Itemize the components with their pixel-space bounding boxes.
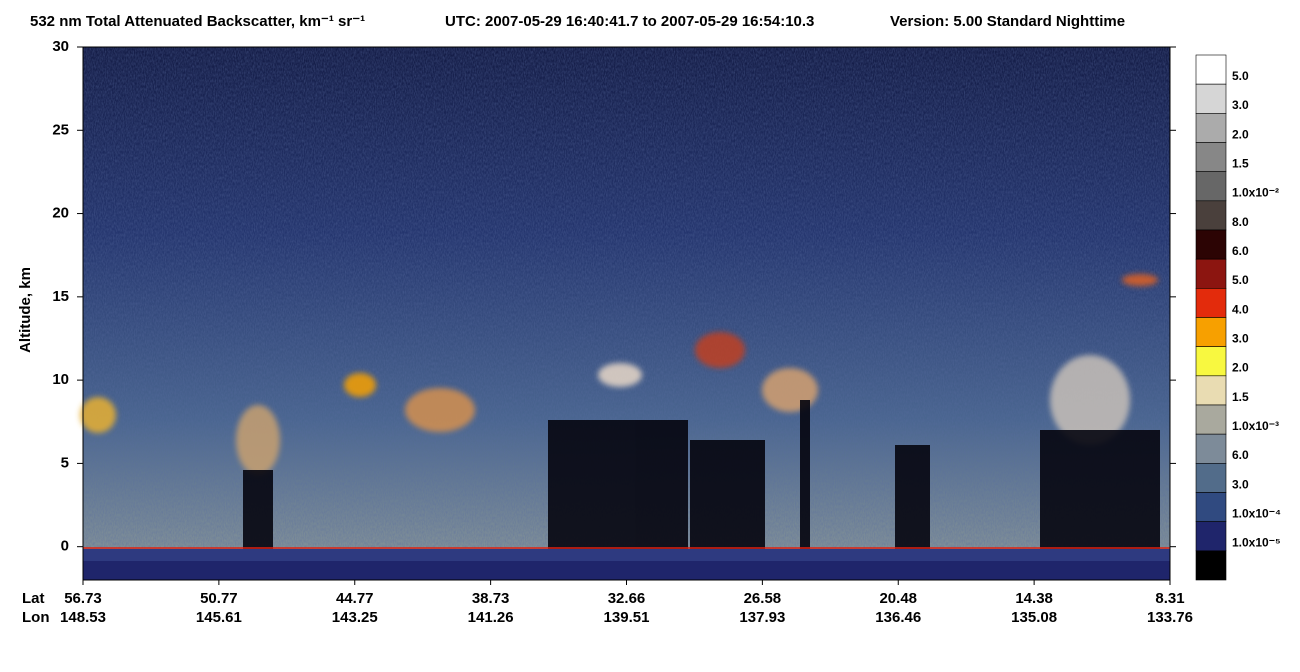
lon-tick-label: 136.46 <box>875 609 921 626</box>
y-tick-label: 20 <box>52 205 69 222</box>
colorbar-swatch <box>1195 288 1227 318</box>
lon-tick-label: 133.76 <box>1147 609 1193 626</box>
colorbar-label: 3.0 <box>1232 98 1249 112</box>
colorbar-label: 5.0 <box>1232 273 1249 287</box>
colorbar-label: 5.0 <box>1232 69 1249 83</box>
colorbar-swatch <box>1195 200 1227 231</box>
lat-tick-label: 50.77 <box>200 590 238 607</box>
lon-tick-label: 135.08 <box>1011 609 1057 626</box>
curtain-image <box>80 46 1171 581</box>
colorbar-label: 3.0 <box>1232 477 1249 491</box>
lat-tick-label: 26.58 <box>744 590 782 607</box>
colorbar-swatch <box>1195 258 1227 289</box>
time-range: UTC: 2007-05-29 16:40:41.7 to 2007-05-29… <box>445 13 814 30</box>
colorbar-label: 1.5 <box>1232 157 1249 171</box>
lon-tick-label: 139.51 <box>604 609 650 626</box>
lat-label: Lat <box>22 590 45 607</box>
lat-tick-label: 44.77 <box>336 590 374 607</box>
y-tick-label: 25 <box>52 121 69 138</box>
y-tick-label: 0 <box>61 538 69 555</box>
colorbar-swatch <box>1195 171 1227 202</box>
colorbar-swatch <box>1195 492 1227 522</box>
colorbar-swatch <box>1195 550 1227 581</box>
lon-tick-label: 148.53 <box>60 609 106 626</box>
colorbar-swatch <box>1195 433 1227 464</box>
colorbar-swatch <box>1195 463 1227 493</box>
y-axis-label: Altitude, km <box>17 267 34 353</box>
lat-tick-label: 32.66 <box>608 590 646 607</box>
lon-tick-label: 141.26 <box>468 609 514 626</box>
colorbar-swatch <box>1195 54 1227 85</box>
lon-tick-label: 145.61 <box>196 609 242 626</box>
colorbar-label: 1.5 <box>1232 390 1249 404</box>
y-tick-label: 10 <box>52 371 69 388</box>
colorbar-label: 1.0x10⁻⁵ <box>1232 536 1281 550</box>
colorbar-swatch <box>1195 113 1227 143</box>
colorbar-swatch <box>1195 317 1227 347</box>
lat-tick-label: 20.48 <box>879 590 917 607</box>
lon-label: Lon <box>22 609 50 626</box>
colorbar-swatch <box>1195 375 1227 406</box>
colorbar-swatch <box>1195 404 1227 435</box>
lat-tick-label: 56.73 <box>64 590 102 607</box>
lat-tick-label: 38.73 <box>472 590 510 607</box>
colorbar-label: 6.0 <box>1232 448 1249 462</box>
colorbar-label: 4.0 <box>1232 302 1249 316</box>
colorbar-swatch <box>1195 229 1227 260</box>
colorbar-swatch <box>1195 346 1227 377</box>
colorbar-label: 1.0x10⁻⁴ <box>1232 507 1281 521</box>
colorbar-swatch <box>1195 521 1227 552</box>
colorbar-label: 1.0x10⁻³ <box>1232 419 1279 433</box>
colorbar-swatch <box>1195 83 1227 114</box>
y-tick-label: 30 <box>52 38 69 55</box>
colorbar-label: 8.0 <box>1232 215 1249 229</box>
version: Version: 5.00 Standard Nighttime <box>890 13 1125 30</box>
lat-tick-label: 8.31 <box>1155 590 1184 607</box>
colorbar-label: 6.0 <box>1232 244 1249 258</box>
colorbar-label: 3.0 <box>1232 332 1249 346</box>
chart-title: 532 nm Total Attenuated Backscatter, km⁻… <box>30 13 365 30</box>
colorbar-swatch <box>1195 142 1227 172</box>
y-tick-label: 15 <box>52 288 69 305</box>
lon-tick-label: 143.25 <box>332 609 378 626</box>
colorbar-label: 2.0 <box>1232 361 1249 375</box>
colorbar-label: 1.0x10⁻² <box>1232 186 1279 200</box>
y-tick-label: 5 <box>61 454 69 471</box>
lat-tick-label: 14.38 <box>1015 590 1053 607</box>
lon-tick-label: 137.93 <box>739 609 785 626</box>
colorbar-label: 2.0 <box>1232 127 1249 141</box>
